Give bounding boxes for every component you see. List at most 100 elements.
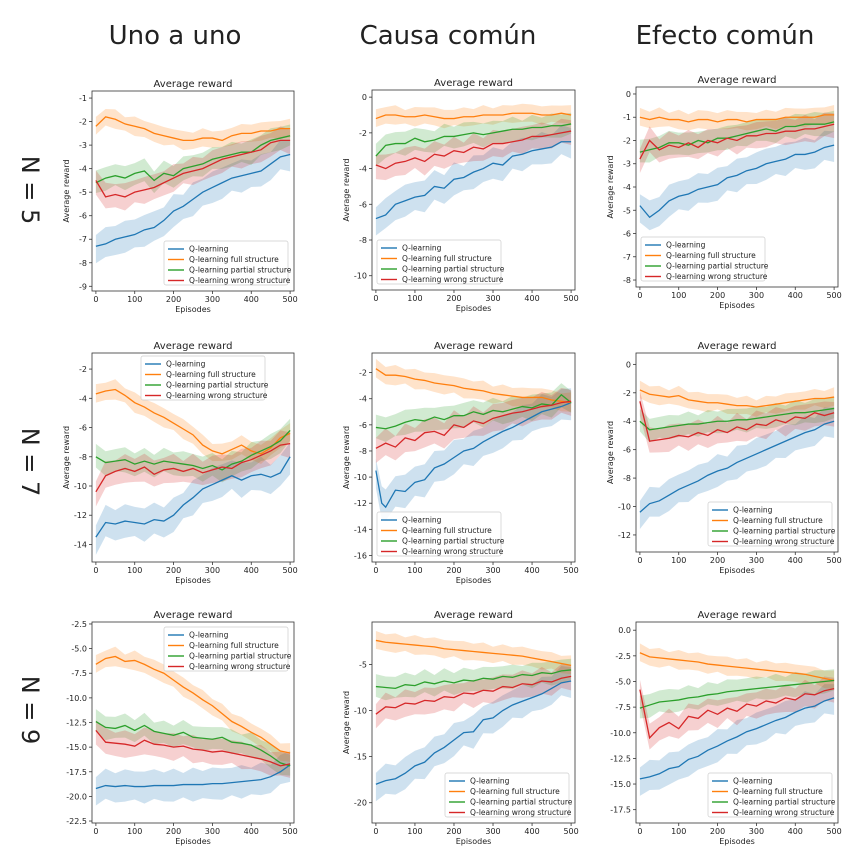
x-tick-label: 500 bbox=[826, 827, 841, 836]
legend-label-q: Q-learning bbox=[189, 631, 229, 640]
y-tick-label: -2 bbox=[623, 389, 631, 398]
y-tick-label: -7.5 bbox=[71, 669, 87, 678]
series-line-q bbox=[375, 141, 572, 220]
legend-label-partial: Q-learning partial structure bbox=[189, 652, 292, 661]
y-tick-label: -14 bbox=[354, 525, 367, 534]
y-tick-label: -20 bbox=[354, 799, 367, 808]
x-tick-label: 500 bbox=[826, 556, 841, 565]
legend-label-wrong: Q-learning wrong structure bbox=[402, 547, 504, 556]
y-tick-label: -5.0 bbox=[71, 645, 87, 654]
x-tick-label: 300 bbox=[749, 291, 764, 300]
legend-label-q: Q-learning bbox=[733, 506, 773, 515]
y-tick-label: -5 bbox=[623, 206, 631, 215]
y-tick-label: -8 bbox=[623, 474, 631, 483]
band-partial bbox=[95, 124, 291, 194]
series-line-wrong bbox=[375, 400, 572, 449]
x-tick-label: 400 bbox=[524, 827, 539, 836]
series-line-partial bbox=[95, 720, 291, 767]
x-axis-label: Episodes bbox=[719, 566, 755, 575]
x-tick-label: 100 bbox=[671, 556, 686, 565]
series-line-wrong bbox=[375, 130, 572, 170]
x-tick-label: 500 bbox=[563, 566, 578, 575]
x-tick-label: 400 bbox=[244, 295, 259, 304]
y-tick-label: -2 bbox=[623, 136, 631, 145]
band-partial bbox=[639, 669, 835, 719]
band-q bbox=[375, 125, 572, 236]
legend-label-partial: Q-learning partial structure bbox=[733, 527, 836, 536]
y-tick-label: 0.0 bbox=[618, 626, 631, 635]
x-tick-label: 0 bbox=[373, 566, 378, 575]
y-axis-label: Average reward bbox=[606, 155, 615, 218]
series-line-full bbox=[639, 114, 835, 123]
band-partial bbox=[375, 112, 572, 167]
band-wrong bbox=[375, 118, 572, 181]
legend-label-q: Q-learning bbox=[666, 241, 706, 250]
band-q bbox=[95, 140, 291, 264]
band-q bbox=[639, 130, 835, 231]
series-line-partial bbox=[95, 430, 291, 471]
band-full bbox=[375, 631, 572, 675]
x-tick-label: 300 bbox=[205, 827, 220, 836]
series-line-full bbox=[639, 652, 835, 682]
series-line-full bbox=[375, 112, 572, 120]
y-tick-label: -2 bbox=[359, 129, 367, 138]
legend-box bbox=[444, 772, 570, 818]
chart-8: Average reward 0 100 200 300 400 500 -5 -10 -15 -2… bbox=[342, 610, 579, 846]
y-tick-label: 0 bbox=[626, 360, 631, 369]
legend-label-full: Q-learning full structure bbox=[189, 255, 279, 264]
x-tick-label: 300 bbox=[205, 295, 220, 304]
y-tick-label: -16 bbox=[354, 551, 367, 560]
series-line-q bbox=[95, 153, 291, 247]
legend-label-partial: Q-learning partial structure bbox=[733, 798, 836, 807]
y-tick-label: -12 bbox=[618, 531, 631, 540]
charts: Average reward 0 100 200 300 400 500 -9 -8 -7 -6 -5… bbox=[62, 75, 842, 846]
chart-5: Average reward 0 100 200 300 400 500 -2 -4 -6 -8 -1… bbox=[342, 341, 579, 585]
x-tick-label: 500 bbox=[282, 295, 297, 304]
y-tick-label: -4 bbox=[359, 395, 367, 404]
y-tick-label: -8 bbox=[359, 236, 367, 245]
x-tick-label: 100 bbox=[407, 294, 422, 303]
x-tick-label: 100 bbox=[127, 566, 142, 575]
x-tick-label: 0 bbox=[93, 295, 98, 304]
series-line-partial bbox=[639, 121, 835, 153]
y-tick-label: -10 bbox=[354, 707, 367, 716]
legend-label-q: Q-learning bbox=[402, 244, 442, 253]
x-tick-label: 200 bbox=[446, 566, 461, 575]
legend-label-wrong: Q-learning wrong structure bbox=[402, 275, 504, 284]
y-axis-label: Average reward bbox=[342, 158, 351, 221]
y-tick-label: 0 bbox=[362, 93, 367, 102]
y-tick-label: -4 bbox=[79, 165, 87, 174]
legend-label-full: Q-learning full structure bbox=[733, 787, 823, 796]
series-line-partial bbox=[375, 123, 572, 157]
band-full bbox=[95, 379, 291, 465]
chart-title: Average reward bbox=[434, 610, 513, 621]
band-full bbox=[639, 105, 835, 131]
y-tick-label: -4 bbox=[623, 183, 631, 192]
x-tick-label: 0 bbox=[93, 827, 98, 836]
y-tick-label: -6 bbox=[79, 212, 87, 221]
x-tick-label: 400 bbox=[244, 827, 259, 836]
legend-label-full: Q-learning full structure bbox=[189, 641, 279, 650]
x-tick-label: 400 bbox=[524, 294, 539, 303]
band-q bbox=[95, 751, 291, 806]
legend-label-partial: Q-learning partial structure bbox=[666, 262, 769, 271]
legend-label-q: Q-learning bbox=[189, 245, 229, 254]
legend-label-q: Q-learning bbox=[402, 516, 442, 525]
x-axis-label: Episodes bbox=[175, 576, 211, 585]
legend-label-partial: Q-learning partial structure bbox=[402, 537, 505, 546]
band-q bbox=[95, 442, 291, 555]
x-axis-label: Episodes bbox=[719, 301, 755, 310]
x-tick-label: 400 bbox=[524, 566, 539, 575]
x-tick-label: 500 bbox=[282, 827, 297, 836]
series-line-partial bbox=[375, 393, 572, 430]
series-line-wrong bbox=[639, 123, 835, 160]
y-tick-label: -6 bbox=[623, 446, 631, 455]
legend-box bbox=[640, 236, 766, 282]
band-wrong bbox=[639, 112, 835, 174]
chart-7: Average reward 0 100 200 300 400 500 -2.5 -5.0 -7… bbox=[66, 610, 297, 846]
chart-title: Average reward bbox=[698, 341, 777, 352]
legend-label-wrong: Q-learning wrong structure bbox=[733, 808, 835, 817]
